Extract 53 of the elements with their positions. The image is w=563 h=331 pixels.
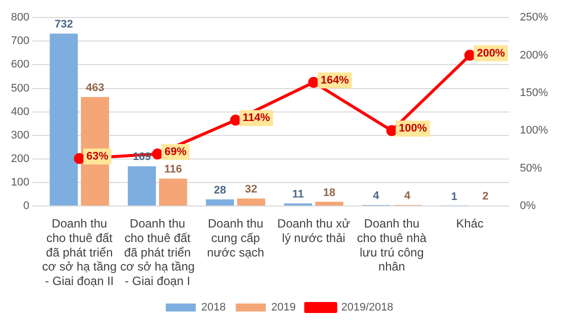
data-label: 200% bbox=[476, 47, 506, 60]
data-label: 28 bbox=[214, 184, 226, 196]
data-label: 116 bbox=[164, 164, 182, 176]
bar bbox=[206, 199, 234, 206]
data-label: 63% bbox=[86, 150, 109, 163]
point bbox=[230, 114, 242, 126]
y-tick-label: 200 bbox=[10, 152, 30, 165]
point bbox=[152, 148, 163, 160]
point bbox=[308, 76, 320, 88]
point bbox=[386, 125, 398, 136]
data-label: 32 bbox=[245, 183, 258, 196]
y2-tick-label: 200% bbox=[520, 49, 548, 62]
data-label: 114% bbox=[242, 112, 270, 124]
data-label: 1 bbox=[451, 190, 458, 203]
data-label: 4 bbox=[373, 190, 380, 202]
x-tick-label: Doanh thu cung cấp nước sạch bbox=[206, 216, 264, 260]
data-label: 100% bbox=[398, 122, 428, 135]
data-label: 2 bbox=[482, 190, 489, 203]
legend-label: 2019/2018 bbox=[341, 302, 394, 314]
data-label: 463 bbox=[86, 82, 104, 94]
x-tick-label: Doanh thu cho thuê nhà lưu trú công nhân bbox=[357, 216, 427, 274]
bar bbox=[315, 202, 344, 206]
y2-tick-label: 0% bbox=[520, 200, 536, 212]
data-label: 164% bbox=[320, 74, 349, 86]
y2-tick-label: 50% bbox=[520, 162, 542, 174]
y-tick-label: 600 bbox=[10, 58, 30, 71]
point bbox=[464, 50, 476, 61]
x-tick-label: Doanh thu cho thuê đất đã phát triển cơ sở hạ tầng - Giai đoạn I bbox=[120, 216, 195, 288]
y2-tick-label: 150% bbox=[520, 86, 548, 99]
legend-label: 2019 bbox=[271, 302, 296, 314]
bar bbox=[128, 166, 156, 206]
bar bbox=[159, 178, 188, 206]
data-label: 11 bbox=[292, 188, 304, 200]
bar bbox=[50, 34, 78, 206]
y2-tick-label: 100% bbox=[520, 124, 548, 137]
y-tick-label: 800 bbox=[10, 12, 30, 24]
bar bbox=[237, 198, 266, 206]
y-tick-label: 300 bbox=[10, 129, 30, 142]
data-label: 18 bbox=[323, 186, 336, 199]
y-tick-label: 0 bbox=[23, 200, 30, 212]
legend-label: 2018 bbox=[201, 302, 226, 314]
y-tick-label: 400 bbox=[10, 106, 30, 118]
data-label: 4 bbox=[404, 190, 412, 202]
data-label: 69% bbox=[164, 146, 187, 158]
x-tick-label: Doanh thu cho thuê đất đã phát triển cơ sở hạ tầng - Giai đoạn II bbox=[42, 216, 117, 288]
point bbox=[74, 153, 85, 164]
data-label: 732 bbox=[54, 18, 73, 31]
y-tick-label: 100 bbox=[10, 176, 30, 188]
y-tick-label: 500 bbox=[10, 82, 30, 94]
x-tick-label: Doanh thu xử lý nước thải bbox=[277, 216, 350, 245]
y-tick-label: 700 bbox=[10, 35, 30, 48]
x-tick-label: Khác bbox=[456, 216, 484, 231]
y2-tick-label: 250% bbox=[520, 12, 548, 24]
